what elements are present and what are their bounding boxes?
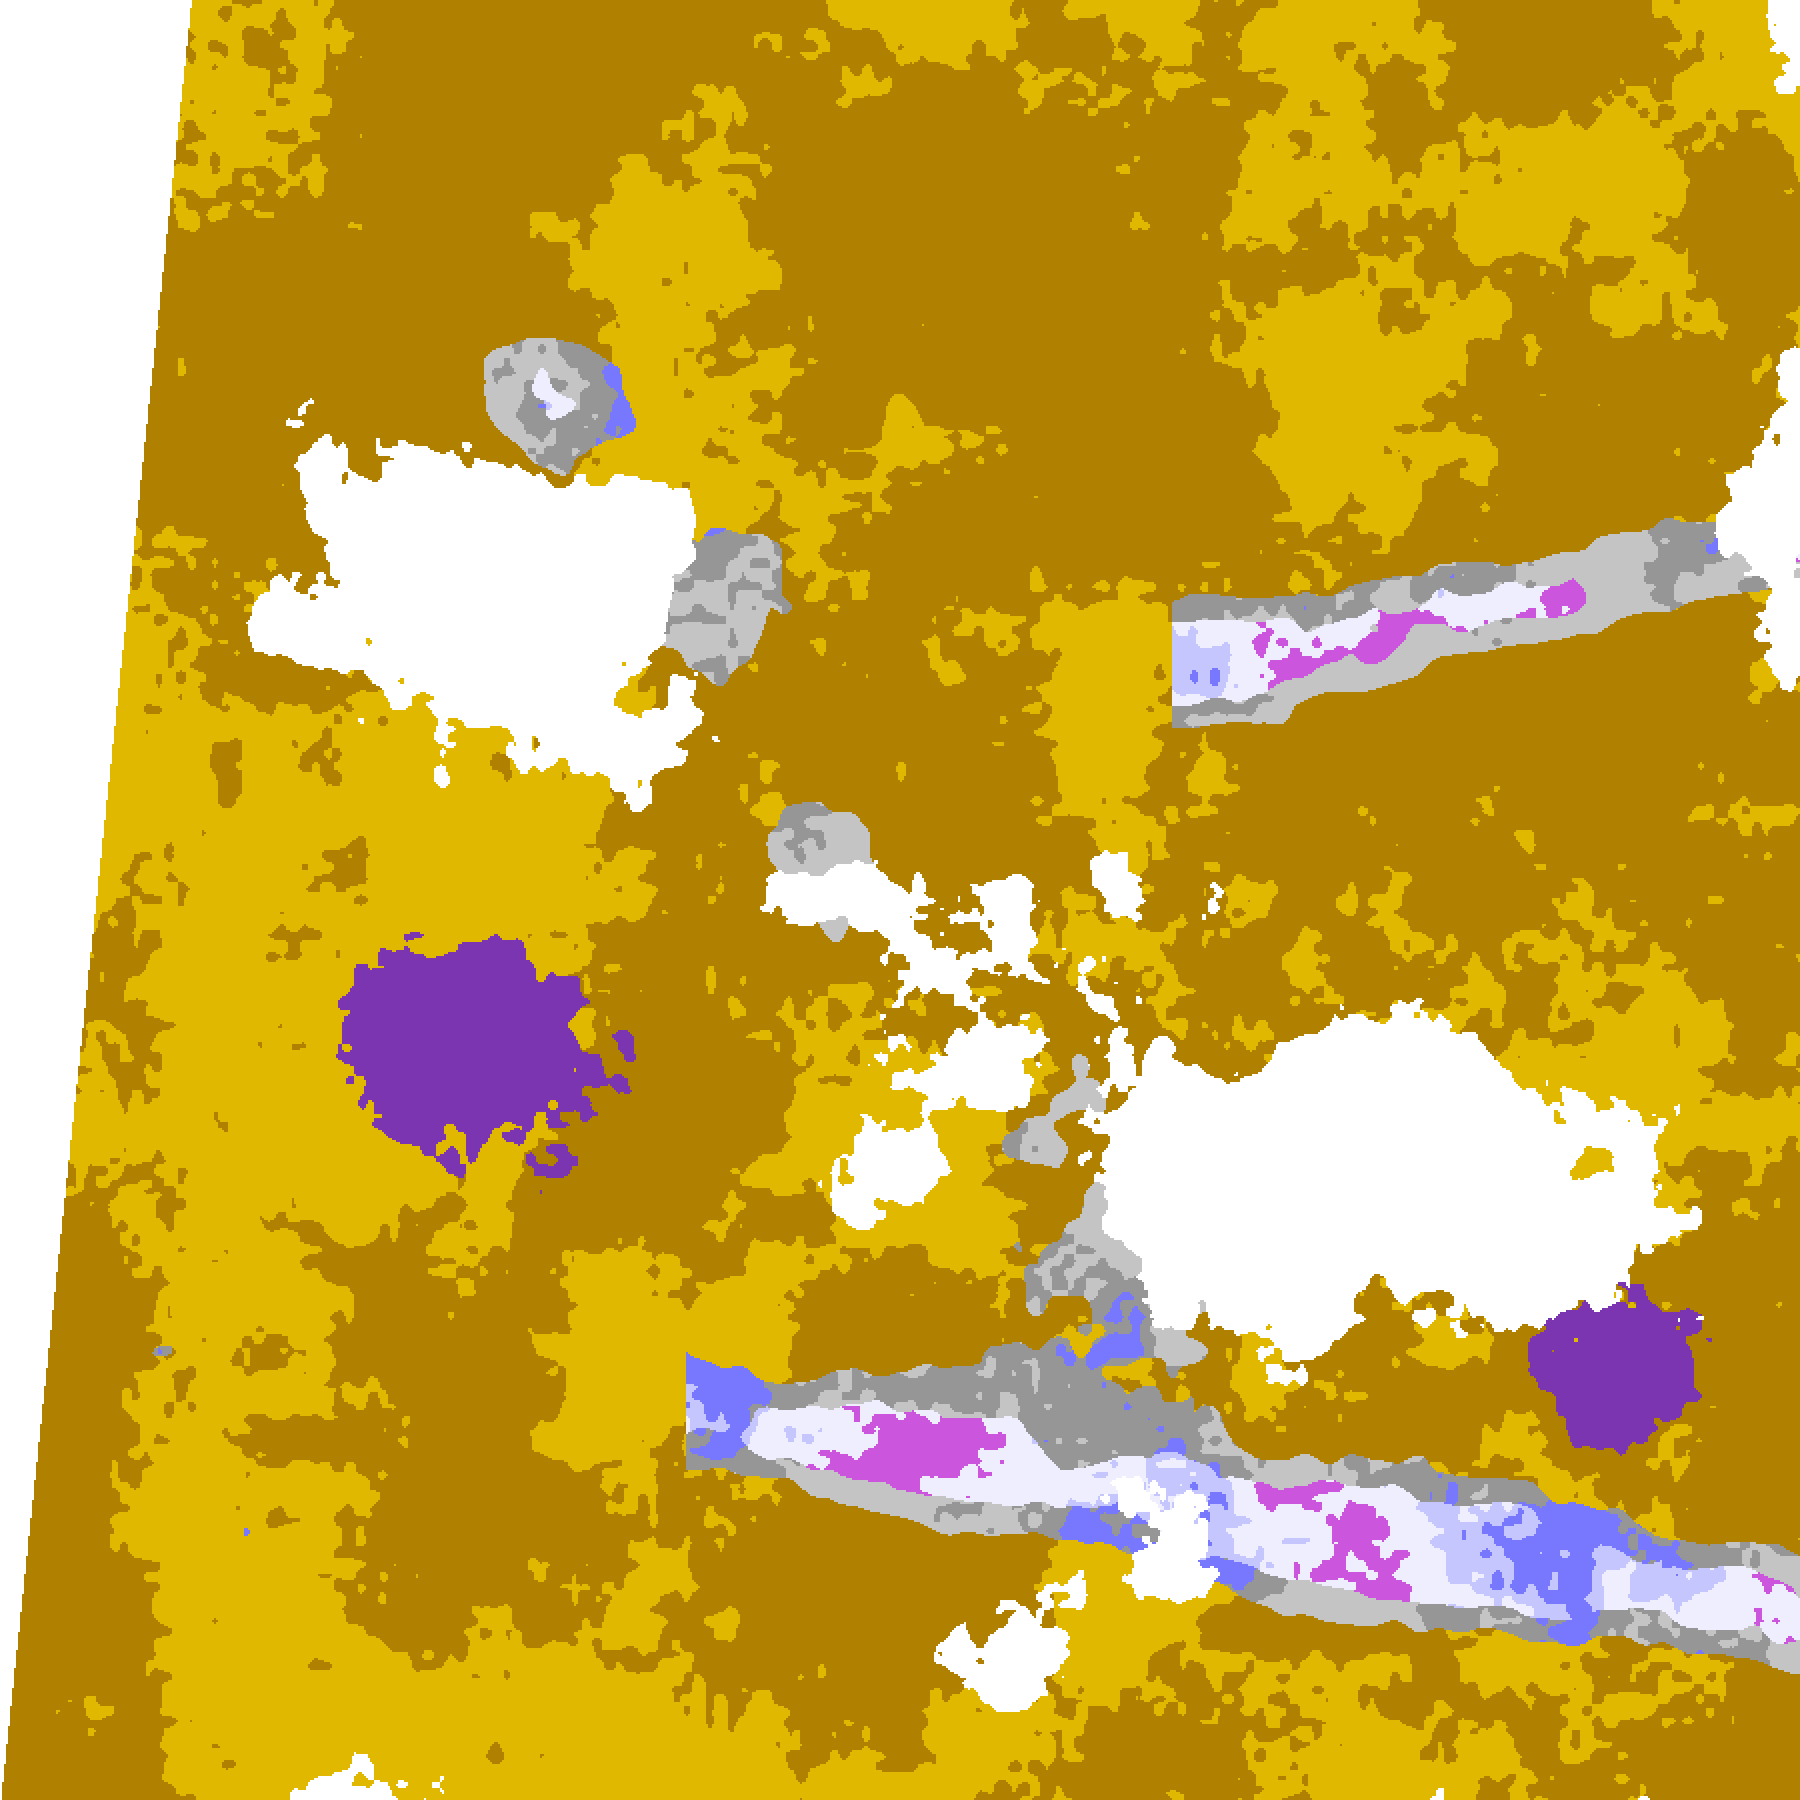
cloud-classification-map [0,0,1800,1800]
